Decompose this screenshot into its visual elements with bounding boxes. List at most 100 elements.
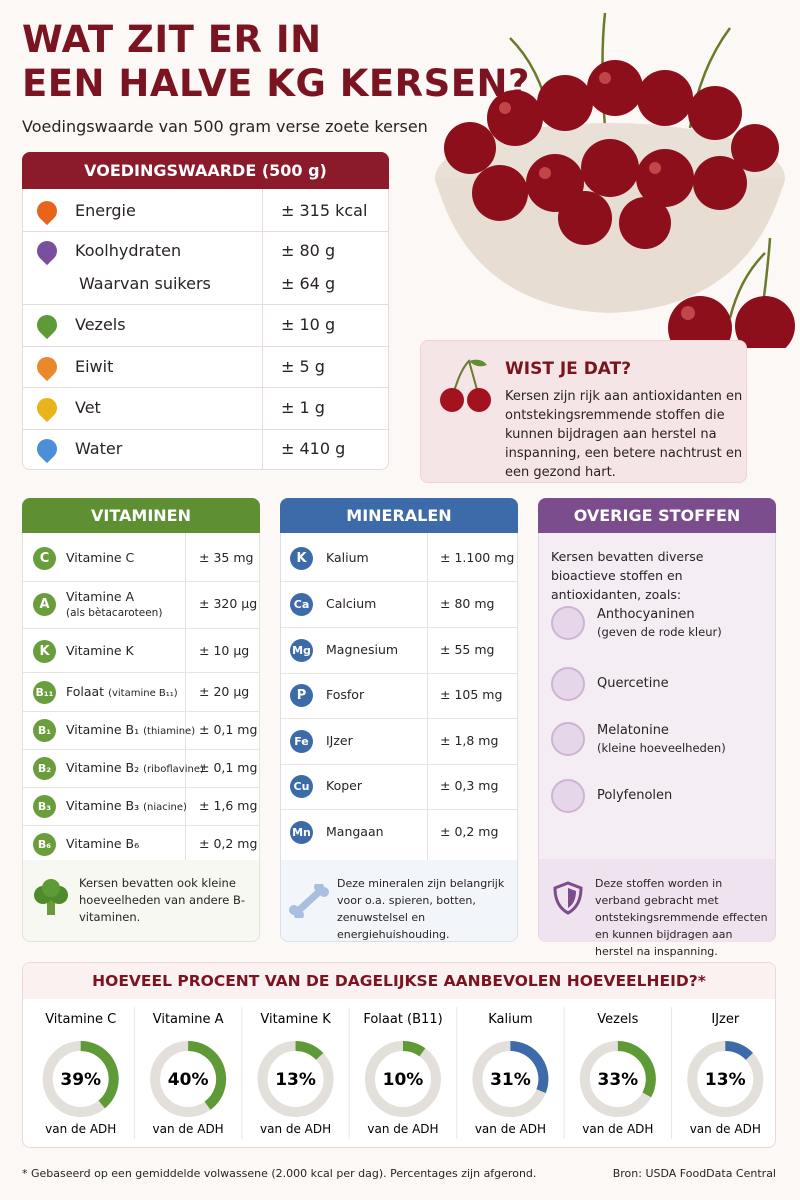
compound-note: (kleine hoeveelheden) bbox=[597, 741, 726, 755]
row-value: ± 1 g bbox=[281, 398, 325, 417]
adh-value: 40% bbox=[168, 1070, 209, 1090]
element-icon: B₁₁ bbox=[33, 681, 56, 704]
vitamins-footer: Kersen bevatten ook kleine hoeveelheden … bbox=[79, 876, 245, 924]
element-name: IJzer bbox=[326, 733, 353, 748]
adh-value: 31% bbox=[490, 1070, 531, 1090]
cherry-illustration bbox=[435, 12, 795, 348]
element-value: ± 0,1 mg bbox=[199, 760, 258, 775]
element-value: ± 55 mg bbox=[440, 642, 495, 657]
row-icon bbox=[32, 196, 62, 226]
row-label: Koolhydraten bbox=[75, 241, 182, 260]
compound-note: (geven de rode kleur) bbox=[597, 625, 722, 639]
element-value: ± 320 µg bbox=[199, 596, 258, 611]
element-name: Folaat (vitamine B₁₁) bbox=[66, 684, 178, 699]
row-line bbox=[281, 809, 517, 810]
others-card: OVERIGE STOFFEN Kersen bevatten diverse … bbox=[538, 498, 776, 958]
row-line bbox=[23, 825, 259, 826]
row-line bbox=[281, 581, 517, 582]
adh-caption: van de ADH bbox=[582, 1122, 653, 1136]
row-line bbox=[23, 304, 388, 305]
row-value: ± 80 g bbox=[281, 241, 336, 260]
element-note: (niacine) bbox=[143, 802, 187, 813]
element-name: Magnesium bbox=[326, 642, 399, 657]
divider bbox=[427, 533, 428, 860]
adh-title: HOEVEEL PROCENT VAN DE DAGELIJKSE AANBEV… bbox=[23, 963, 775, 999]
title-line: WAT ZIT ER IN bbox=[22, 18, 322, 61]
adh-donuts: Vitamine C 39% van de ADH Vitamine A 40% van … bbox=[42, 1007, 764, 1139]
element-icon: A bbox=[33, 593, 56, 616]
donut-arc bbox=[724, 1041, 753, 1061]
adh-value: 33% bbox=[598, 1070, 639, 1090]
row-icon bbox=[32, 393, 62, 423]
element-name: Vitamine B₂ (riboflavine) bbox=[66, 760, 204, 775]
element-name: Fosfor bbox=[326, 687, 365, 702]
row-line bbox=[23, 387, 388, 388]
donut-arc bbox=[295, 1041, 324, 1061]
element-icon: K bbox=[33, 640, 56, 663]
element-value: ± 20 µg bbox=[199, 684, 250, 699]
element-name: Kalium bbox=[326, 550, 369, 565]
row-value: ± 10 g bbox=[281, 315, 336, 334]
row-line bbox=[281, 673, 517, 674]
donut-arc bbox=[402, 1041, 426, 1057]
adh-caption: van de ADH bbox=[367, 1122, 438, 1136]
element-name: Vitamine A bbox=[66, 589, 135, 604]
element-icon: Mg bbox=[290, 639, 313, 662]
element-note: (als bètacaroteen) bbox=[66, 607, 163, 619]
shield-icon bbox=[553, 881, 583, 915]
row-value: ± 410 g bbox=[281, 439, 346, 458]
compound-icon bbox=[551, 779, 585, 813]
compound-icon bbox=[551, 667, 585, 701]
row-value: ± 315 kcal bbox=[281, 201, 368, 220]
element-icon: P bbox=[290, 684, 313, 707]
row-label: Eiwit bbox=[75, 357, 114, 376]
compound-icon bbox=[551, 606, 585, 640]
row-line bbox=[23, 429, 388, 430]
donut-arc bbox=[187, 1041, 227, 1110]
element-icon: Mn bbox=[290, 821, 313, 844]
adh-caption: van de ADH bbox=[690, 1122, 761, 1136]
adh-card: HOEVEEL PROCENT VAN DE DAGELIJKSE AANBEV… bbox=[22, 962, 776, 1148]
row-line bbox=[23, 628, 259, 629]
row-line bbox=[23, 581, 259, 582]
title-line: EEN HALVE KG KERSEN? bbox=[22, 62, 530, 105]
nutrition-header: VOEDINGSWAARDE (500 g) bbox=[22, 152, 389, 189]
element-value: ± 35 mg bbox=[199, 550, 254, 565]
adh-caption: van de ADH bbox=[260, 1122, 331, 1136]
tip-text: Kersen zijn rijk aan antioxidanten en on… bbox=[505, 389, 743, 480]
row-line bbox=[281, 718, 517, 719]
row-line bbox=[23, 749, 259, 750]
others-intro: Kersen bevatten diverse bioactieve stoff… bbox=[551, 549, 704, 602]
element-value: ± 1,8 mg bbox=[440, 733, 499, 748]
adh-name: Vitamine C bbox=[45, 1012, 116, 1027]
element-icon: B₃ bbox=[33, 795, 56, 818]
others-header: OVERIGE STOFFEN bbox=[538, 498, 776, 533]
element-note: (vitamine B₁₁) bbox=[108, 688, 178, 699]
element-name: Vitamine B₆ bbox=[66, 836, 140, 851]
element-icon: B₁ bbox=[33, 719, 56, 742]
tip-title: WIST JE DAT? bbox=[505, 359, 632, 379]
element-icon: B₆ bbox=[33, 833, 56, 856]
element-name: Vitamine B₁ (thiamine) bbox=[66, 722, 196, 737]
minerals-table bbox=[281, 533, 517, 860]
element-value: ± 0,1 mg bbox=[199, 722, 258, 737]
row-label: Energie bbox=[75, 201, 136, 220]
footnote: * Gebaseerd op een gemiddelde volwassene… bbox=[22, 1167, 537, 1180]
element-value: ± 0,2 mg bbox=[199, 836, 258, 851]
row-label: Vezels bbox=[75, 315, 126, 334]
cherry-icon bbox=[440, 359, 491, 412]
element-icon: C bbox=[33, 547, 56, 570]
broccoli-icon bbox=[34, 879, 68, 915]
element-icon: K bbox=[290, 547, 313, 570]
element-icon: Fe bbox=[290, 730, 313, 753]
donut-arc bbox=[617, 1041, 656, 1098]
row-label: Water bbox=[75, 439, 123, 458]
row-icon bbox=[32, 434, 62, 464]
element-name: Mangaan bbox=[326, 824, 384, 839]
vitamins-card: VITAMINEN Kersen bevatten ook kleine hoe… bbox=[22, 498, 260, 942]
bone-icon bbox=[289, 884, 329, 918]
row-line bbox=[281, 627, 517, 628]
element-value: ± 1,6 mg bbox=[199, 798, 258, 813]
element-note: (thiamine) bbox=[143, 726, 196, 737]
